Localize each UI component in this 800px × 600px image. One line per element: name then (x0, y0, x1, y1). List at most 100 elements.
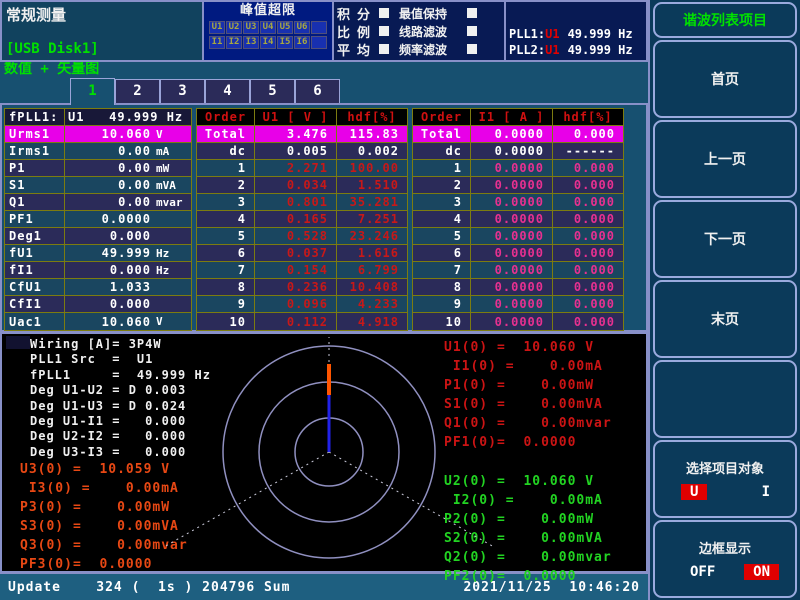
checkbox-icon[interactable] (379, 44, 389, 54)
vector-text-line: PLL1 Src = U1 (30, 352, 154, 367)
vector-text-line: U1(0) = 10.060 V (444, 340, 595, 355)
harm-hdf: 0.000 (573, 263, 615, 277)
next-page-button[interactable]: 下一页 (653, 200, 797, 278)
harm-value: 0.0000 (471, 177, 553, 193)
option-i-button[interactable]: I (761, 484, 770, 500)
harm-order: 4 (197, 211, 255, 227)
checkbox-icon[interactable] (467, 26, 477, 36)
harm-dc-cell: ------ (565, 144, 615, 158)
harm-hdf: 0.000 (573, 280, 615, 294)
harm-hdf: 4.233 (357, 297, 399, 311)
vector-text-line: Q3(0) = 0.00mvar (20, 538, 188, 553)
measure-unit: mA (156, 144, 170, 158)
measure-row-deg1[interactable]: Deg1 0.000 (5, 228, 191, 245)
first-page-button[interactable]: 首页 (653, 40, 797, 118)
pll1-readout: PLL1:U1 49.999 Hz (509, 26, 643, 42)
measure-row-cfu1[interactable]: CfU1 1.033 (5, 279, 191, 296)
harm-row-1: 1 2.271 100.00 (197, 160, 407, 177)
measure-unit: V (156, 127, 163, 141)
harm-value: 0.0000 (471, 279, 553, 295)
tab-4[interactable]: 4 (205, 79, 250, 103)
measure-name: Q1 (5, 194, 65, 210)
fpll-label: fPLL1: (5, 109, 65, 125)
pll2-source: U1 (545, 43, 560, 57)
sidebar-button-empty[interactable] (653, 360, 797, 438)
measure-unit: V (156, 315, 163, 328)
harm-order: 9 (413, 296, 471, 312)
measure-row-pf1[interactable]: PF1 0.0000 (5, 211, 191, 228)
border-display-options: OFF ON (655, 564, 795, 580)
measure-row-q1[interactable]: Q1 0.00 mvar (5, 194, 191, 211)
pll1-label: PLL1: (509, 27, 546, 41)
harm-hdf: 0.000 (573, 178, 615, 192)
vector-text-line: I3(0) = 0.00mA (20, 481, 179, 496)
peak-cell-blank (311, 21, 327, 34)
toggle-label-right: 最值保持 (399, 6, 448, 21)
pll2-frequency: 49.999 Hz (567, 43, 633, 57)
harm-hdf: 10.408 (349, 280, 399, 294)
measure-row-fu1[interactable]: fU1 49.999 Hz (5, 245, 191, 262)
harm-dc-cell: 0.002 (357, 144, 399, 158)
harm-order: 5 (197, 228, 255, 244)
measure-row-uac1[interactable]: Uac1 10.060 V (5, 313, 191, 330)
peak-over-limit-panel: 峰值超限 U1 U2 U3 U4 U5 U6 I1 I2 I3 I4 I5 I6 (202, 0, 334, 62)
vector-text-line: Q2(0) = 0.00mvar (444, 550, 612, 565)
measure-name: Urms1 (5, 126, 65, 142)
harm-total-cell: Total (197, 126, 255, 142)
checkbox-icon[interactable] (379, 26, 389, 36)
measure-row-p1[interactable]: P1 0.00 mW (5, 160, 191, 177)
harm-order: 1 (197, 160, 255, 176)
measure-name: fI1 (5, 262, 65, 278)
phase2-values-block: U2(0) = 10.060 V I2(0) = 0.00mA P2(0) = 0… (444, 472, 612, 586)
harm-row-8: 8 0.0000 0.000 (413, 279, 623, 296)
peak-cell-i5: I5 (277, 36, 293, 49)
measure-row-urms1[interactable]: Urms1 10.060 V (5, 126, 191, 143)
phase1-values-block: U1(0) = 10.060 V I1(0) = 0.00mA P1(0) = 0… (444, 338, 612, 452)
harm-value: 0.0000 (471, 245, 553, 261)
measure-row-s1[interactable]: S1 0.00 mVA (5, 177, 191, 194)
harm-order: 9 (197, 296, 255, 312)
tab-1[interactable]: 1 (70, 78, 115, 105)
checkbox-icon[interactable] (467, 44, 477, 54)
harm-value: 0.0000 (471, 160, 553, 176)
select-item-object-group: 选择项目对象 U I (653, 440, 797, 518)
measure-value: 1.033 (109, 280, 151, 294)
voltage-harmonics-table: Order U1 [ V ] hdf[%] Total 3.476 115.83 dc 0.0… (196, 108, 408, 331)
vector-text-line: S3(0) = 0.00mVA (20, 519, 179, 534)
peak-cell-i2: I2 (226, 36, 242, 49)
harm-dc-row: dc 0.0000 ------ (413, 143, 623, 160)
fpll-value: U1 49.999 Hz (68, 110, 184, 124)
tab-5[interactable]: 5 (250, 79, 295, 103)
harm-row-6: 6 0.0000 0.000 (413, 245, 623, 262)
vector-text-line: U3(0) = 10.059 V (20, 462, 171, 477)
current-harmonics-table: Order I1 [ A ] hdf[%] Total 0.0000 0.000 dc 0.0… (412, 108, 624, 331)
measure-row-cfi1[interactable]: CfI1 0.000 (5, 296, 191, 313)
measure-name: Irms1 (5, 143, 65, 159)
prev-page-button[interactable]: 上一页 (653, 120, 797, 198)
checkbox-icon[interactable] (379, 8, 389, 18)
tab-6[interactable]: 6 (295, 79, 340, 103)
tab-3[interactable]: 3 (160, 79, 205, 103)
harm-value: 0.528 (255, 228, 337, 244)
option-off-button[interactable]: OFF (690, 564, 716, 580)
checkbox-icon[interactable] (467, 8, 477, 18)
tab-2[interactable]: 2 (115, 79, 160, 103)
measure-row-fi1[interactable]: fI1 0.000 Hz (5, 262, 191, 279)
harm-value: 0.801 (255, 194, 337, 210)
toggle-label-right: 线路滤波 (399, 24, 448, 39)
harm-order: 8 (413, 279, 471, 295)
peak-cell-u3: U3 (243, 21, 259, 34)
harm-row-3: 3 0.0000 0.000 (413, 194, 623, 211)
option-u-button[interactable]: U (681, 484, 708, 500)
harm-total-row: Total 3.476 115.83 (197, 126, 407, 143)
measure-row-irms1[interactable]: Irms1 0.00 mA (5, 143, 191, 160)
measure-value: 0.00 (118, 144, 151, 158)
last-page-button[interactable]: 末页 (653, 280, 797, 358)
select-item-options: U I (655, 484, 795, 500)
vector-text-line: Deg U1-I1 = 0.000 (30, 414, 187, 429)
peak-cell-i3: I3 (243, 36, 259, 49)
harm-col-header: I1 [ A ] (471, 109, 553, 125)
option-on-button[interactable]: ON (744, 564, 779, 580)
measure-value: 10.060 (101, 314, 151, 329)
